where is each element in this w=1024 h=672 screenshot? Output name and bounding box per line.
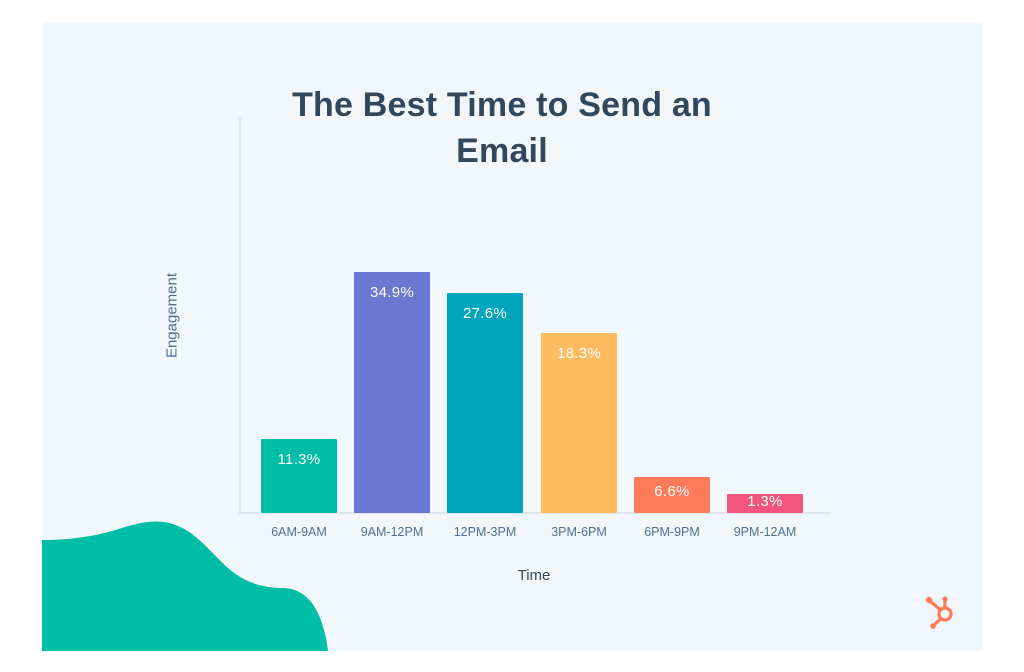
bar-9am-12pm: 34.9% xyxy=(354,272,430,513)
hubspot-sprocket-icon xyxy=(925,596,953,629)
bar-value-label: 11.3% xyxy=(277,451,321,468)
bar-9pm-12am: 1.3% xyxy=(727,493,803,513)
chart-title: The Best Time to Send an Email xyxy=(232,82,772,174)
bar-3pm-6pm: 18.3% xyxy=(541,333,617,513)
bar-6pm-9pm: 6.6% xyxy=(634,477,710,513)
chart-card: The Best Time to Send an Email Engagemen… xyxy=(42,22,983,651)
bar-value-label: 18.3% xyxy=(556,345,602,362)
x-tick-label: 6PM-9PM xyxy=(644,525,700,539)
x-axis-label: Time xyxy=(517,567,551,584)
bar-6am-9am: 11.3% xyxy=(261,439,337,513)
bar-value-label: 34.9% xyxy=(369,284,415,301)
x-tick-label: 9PM-12AM xyxy=(733,525,797,539)
x-tick-label: 6AM-9AM xyxy=(271,525,327,539)
chart-title-line-2: Email xyxy=(456,132,548,170)
chart-title-line-1: The Best Time to Send an xyxy=(292,86,712,124)
bar-value-label: 27.6% xyxy=(462,305,508,322)
y-axis-line xyxy=(239,118,241,514)
bar-value-label: 6.6% xyxy=(654,483,690,500)
bar-12pm-3pm: 27.6% xyxy=(447,293,523,513)
x-tick-label: 9AM-12PM xyxy=(360,525,424,539)
x-tick-label: 12PM-3PM xyxy=(453,525,517,539)
bar-value-label: 1.3% xyxy=(747,493,783,510)
x-tick-label: 3PM-6PM xyxy=(551,525,607,539)
x-axis-line xyxy=(239,512,831,514)
y-axis-label: Engagement xyxy=(163,272,181,359)
